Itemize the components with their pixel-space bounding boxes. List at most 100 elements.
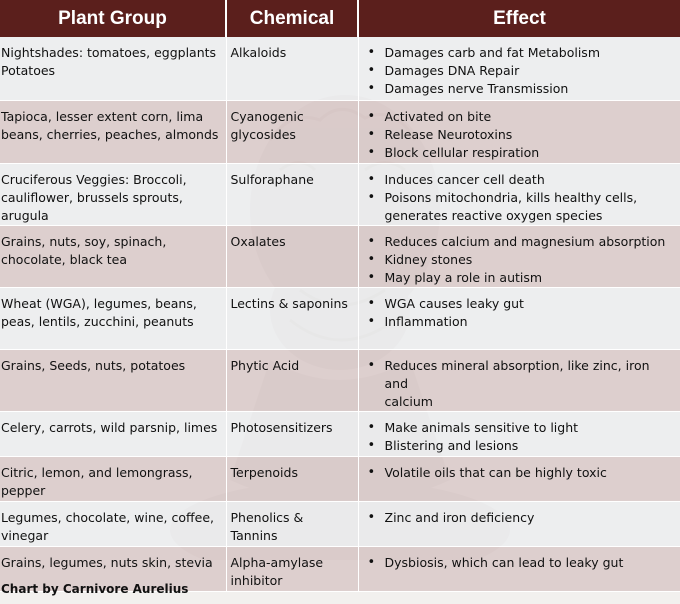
chemical-text: Phytic Acid <box>230 357 300 373</box>
effect-text: Zinc and iron deficiency <box>384 509 535 525</box>
table-body: Nightshades: tomatoes, eggplants Potatoes… <box>0 37 680 592</box>
effect-list: Zinc and iron deficiency <box>363 509 677 527</box>
effect-text: Blistering and lesions <box>384 437 519 453</box>
chemical-cell: Cyanogenic glycosides <box>226 100 359 164</box>
effect-text: calcium <box>384 393 433 409</box>
plant-group-text: Celery, carrots, wild parsnip, limes <box>1 419 218 435</box>
plant-group-cell: Tapioca, lesser extent corn, lima beans, … <box>0 100 227 164</box>
effect-text: WGA causes leaky gut <box>384 295 524 311</box>
effect-text: Dysbiosis, which can lead to leaky gut <box>384 554 624 570</box>
effect-text: Damages DNA Repair <box>384 63 520 78</box>
effect-cell: Damages carb and fat Metabolism Damages D… <box>358 37 680 101</box>
effect-list: Reduces mineral absorption, like zinc, i… <box>363 357 677 411</box>
effect-list: Reduces calcium and magnesium absorption… <box>363 233 677 287</box>
chemical-cell: Alpha-amylase inhibitor <box>226 546 359 592</box>
effect-cell: Volatile oils that can be highly toxic <box>358 456 680 502</box>
plant-group-cell: Wheat (WGA), legumes, beans, peas, lentil… <box>0 287 227 350</box>
chemical-text: Alkaloids <box>230 45 287 60</box>
plant-group-cell: Grains, nuts, soy, spinach, chocolate, bl… <box>0 225 227 288</box>
chemical-text: Alpha-amylase <box>230 554 324 570</box>
plant-group-cell: Celery, carrots, wild parsnip, limes <box>0 411 227 457</box>
plant-group-text: Grains, nuts, soy, spinach, <box>1 233 167 249</box>
plant-group-cell: Grains, Seeds, nuts, potatoes <box>0 349 227 412</box>
plant-group-cell: Citric, lemon, and lemongrass, pepper <box>0 456 227 502</box>
chemical-text: Lectins & saponins <box>230 295 348 311</box>
effect-item: May play a role in autism <box>368 269 677 287</box>
plant-group-text: chocolate, black tea <box>1 251 128 267</box>
effect-item: WGA causes leaky gut <box>368 295 677 313</box>
effect-text: Volatile oils that can be highly toxic <box>384 464 607 480</box>
header-chemical: Chemical <box>226 0 359 37</box>
effect-item: Blistering and lesions <box>368 437 677 455</box>
effect-item: Volatile oils that can be highly toxic <box>368 464 677 482</box>
plant-group-text: Grains, legumes, nuts skin, stevia <box>1 554 213 570</box>
plant-group-text: peas, lentils, zucchini, peanuts <box>1 313 194 329</box>
plant-group-text: vinegar <box>1 527 49 543</box>
chemical-text: Tannins <box>230 527 278 543</box>
effect-cell: WGA causes leaky gut Inflammation <box>358 287 680 350</box>
effect-text: Reduces calcium and magnesium absorption <box>384 233 666 249</box>
effect-text: generates reactive oxygen species <box>384 207 603 223</box>
effect-item: Block cellular respiration <box>368 144 677 162</box>
chemical-text: Cyanogenic <box>230 108 304 124</box>
chemical-cell: Lectins & saponins <box>226 287 359 350</box>
effect-item: Damages DNA Repair <box>368 62 677 80</box>
effect-item: Zinc and iron deficiency <box>368 509 677 527</box>
table-row: Wheat (WGA), legumes, beans, peas, lentil… <box>0 287 680 350</box>
effect-text: Induces cancer cell death <box>384 171 545 187</box>
effect-cell: Activated on bite Release Neurotoxins Bloc… <box>358 100 680 164</box>
effect-list: Volatile oils that can be highly toxic <box>363 464 677 482</box>
effect-text: Activated on bite <box>384 108 492 124</box>
plant-group-text: Tapioca, lesser extent corn, lima <box>1 108 204 124</box>
chart-credit: Chart by Carnivore Aurelius <box>1 582 189 596</box>
effect-item: Reduces mineral absorption, like zinc, i… <box>368 357 677 411</box>
chemical-text: Phenolics & <box>230 509 304 525</box>
effect-item: Kidney stones <box>368 251 677 269</box>
effect-list: Make animals sensitive to light Blisterin… <box>363 419 677 455</box>
effect-item: Inflammation <box>368 313 677 331</box>
table-row: Grains, nuts, soy, spinach, chocolate, bl… <box>0 225 680 288</box>
chemical-cell: Terpenoids <box>226 456 359 502</box>
effect-item: Make animals sensitive to light <box>368 419 677 437</box>
effect-text: May play a role in autism <box>384 269 543 285</box>
effect-text: Damages nerve Transmission <box>384 81 569 96</box>
effect-item: Damages carb and fat Metabolism <box>368 44 677 62</box>
effect-item: Release Neurotoxins <box>368 126 677 144</box>
chemical-cell: Alkaloids <box>226 37 359 101</box>
effect-item: Reduces calcium and magnesium absorption <box>368 233 677 251</box>
chemical-text: Terpenoids <box>230 464 298 480</box>
effect-text: Make animals sensitive to light <box>384 419 579 435</box>
plant-group-text: Potatoes <box>1 63 56 78</box>
plant-group-cell: Legumes, chocolate, wine, coffee, vinegar <box>0 501 227 547</box>
effect-text: Inflammation <box>384 313 468 329</box>
plant-group-cell: Cruciferous Veggies: Broccoli, cauliflowe… <box>0 163 227 226</box>
effect-text: Block cellular respiration <box>384 144 540 160</box>
effect-item: Dysbiosis, which can lead to leaky gut <box>368 554 677 572</box>
plant-group-text: Wheat (WGA), legumes, beans, <box>1 295 197 311</box>
table-row: Cruciferous Veggies: Broccoli, cauliflowe… <box>0 163 680 226</box>
effect-cell: Reduces mineral absorption, like zinc, i… <box>358 349 680 412</box>
effect-cell: Zinc and iron deficiency <box>358 501 680 547</box>
effect-cell: Induces cancer cell death Poisons mitocho… <box>358 163 680 226</box>
header-effect: Effect <box>358 0 680 37</box>
chemical-text: Sulforaphane <box>230 171 314 187</box>
plant-group-text: beans, cherries, peaches, almonds <box>1 126 219 142</box>
header-plant-group: Plant Group <box>0 0 227 37</box>
effect-list: Activated on bite Release Neurotoxins Bloc… <box>363 108 677 162</box>
chemical-cell: Photosensitizers <box>226 411 359 457</box>
chemical-cell: Oxalates <box>226 225 359 288</box>
chemical-text: Oxalates <box>230 233 286 249</box>
plant-group-text: pepper <box>1 482 46 498</box>
table-row: Citric, lemon, and lemongrass, pepper Terp… <box>0 456 680 502</box>
table-row: Celery, carrots, wild parsnip, limes Phot… <box>0 411 680 457</box>
effect-item: Damages nerve Transmission <box>368 80 677 98</box>
effect-item: Poisons mitochondria, kills healthy cell… <box>368 189 677 225</box>
plant-group-text: Nightshades: tomatoes, eggplants <box>1 45 217 60</box>
table-row: Nightshades: tomatoes, eggplants Potatoes… <box>0 37 680 101</box>
effect-list: Induces cancer cell death Poisons mitocho… <box>363 171 677 225</box>
effect-item: Activated on bite <box>368 108 677 126</box>
effect-cell: Dysbiosis, which can lead to leaky gut <box>358 546 680 592</box>
chemical-text: glycosides <box>230 126 296 142</box>
effect-item: Induces cancer cell death <box>368 171 677 189</box>
